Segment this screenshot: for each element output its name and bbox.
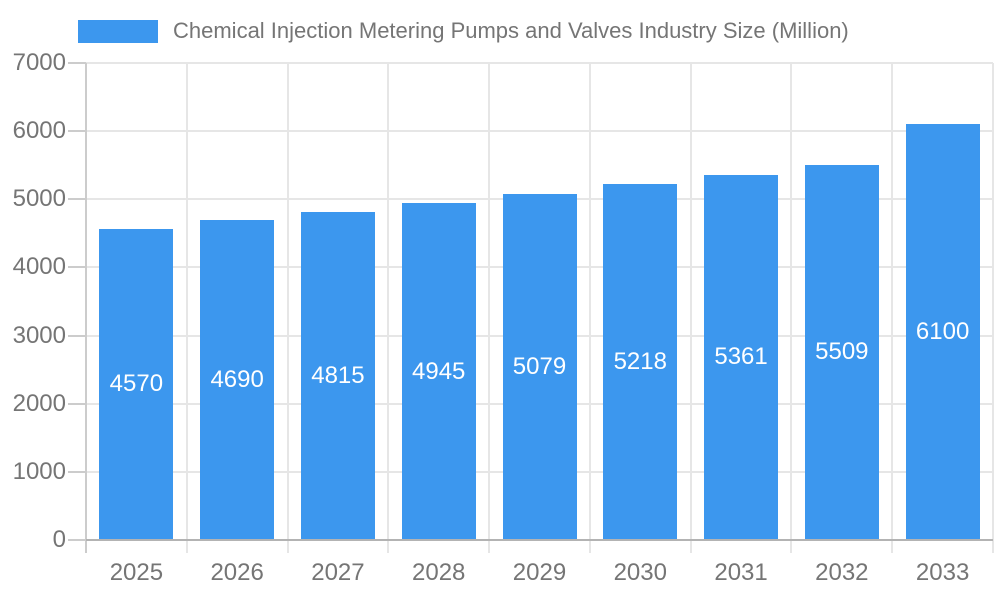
y-tick-label: 3000 — [12, 321, 66, 349]
bar-2027[interactable]: 4815 — [300, 211, 375, 540]
y-axis-tick — [68, 334, 86, 337]
y-axis-line — [85, 63, 87, 553]
bar-value-label: 4690 — [210, 366, 264, 394]
x-tick-label: 2026 — [210, 559, 264, 586]
y-axis-tick — [68, 198, 86, 201]
bar-value-label: 4945 — [412, 357, 466, 385]
gridline-vertical — [891, 63, 894, 553]
y-tick-label: 2000 — [12, 389, 66, 417]
chart-legend: Chemical Injection Metering Pumps and Va… — [78, 17, 849, 45]
x-tick-label: 2027 — [311, 559, 365, 586]
gridline-vertical — [689, 63, 692, 553]
y-axis-tick — [68, 266, 86, 269]
x-tick-label: 2031 — [714, 559, 768, 586]
gridline-vertical — [588, 63, 591, 553]
chart-title: Chemical Injection Metering Pumps and Va… — [173, 18, 849, 43]
gridline-vertical — [790, 63, 793, 553]
bar-value-label: 5361 — [714, 343, 768, 371]
bar-2029[interactable]: 5079 — [502, 193, 577, 540]
y-tick-label: 0 — [52, 526, 66, 553]
x-axis-line — [86, 539, 993, 541]
x-tick-label: 2029 — [512, 559, 567, 586]
gridline-vertical — [286, 63, 289, 553]
bar-value-label: 5509 — [815, 338, 869, 366]
y-tick-label: 7000 — [12, 49, 66, 76]
bar-value-label: 5218 — [613, 348, 667, 376]
gridline-vertical — [992, 63, 994, 553]
y-axis-tick — [68, 130, 86, 133]
gridline-vertical — [488, 63, 491, 553]
y-axis-tick — [68, 62, 86, 64]
bar-2031[interactable]: 5361 — [704, 174, 779, 540]
gridline-horizontal — [86, 130, 993, 133]
y-tick-label: 5000 — [12, 185, 66, 213]
y-tick-label: 1000 — [12, 457, 66, 485]
bar-value-label: 4815 — [311, 361, 365, 389]
y-tick-label: 6000 — [12, 117, 66, 145]
gridline-vertical — [387, 63, 390, 553]
y-axis-tick — [68, 539, 86, 541]
x-tick-label: 2025 — [109, 559, 164, 586]
bar-value-label: 6100 — [915, 318, 970, 346]
y-axis-tick — [68, 470, 86, 473]
y-axis-tick — [68, 402, 86, 405]
x-tick-label: 2033 — [915, 559, 970, 586]
bar-2025[interactable]: 4570 — [99, 228, 174, 540]
x-tick-label: 2032 — [815, 559, 869, 586]
y-tick-label: 4000 — [12, 253, 66, 281]
bar-2028[interactable]: 4945 — [401, 203, 476, 540]
legend-swatch-icon — [78, 19, 158, 43]
bar-value-label: 5079 — [512, 352, 567, 380]
bar-2033[interactable]: 6100 — [905, 124, 980, 540]
bar-2032[interactable]: 5509 — [804, 164, 879, 540]
bar-2026[interactable]: 4690 — [200, 220, 275, 540]
x-tick-label: 2030 — [613, 559, 667, 586]
x-tick-label: 2028 — [412, 559, 466, 586]
gridline-horizontal — [86, 62, 993, 64]
bar-value-label: 4570 — [109, 370, 164, 398]
gridline-vertical — [185, 63, 188, 553]
bar-2030[interactable]: 5218 — [603, 184, 678, 540]
